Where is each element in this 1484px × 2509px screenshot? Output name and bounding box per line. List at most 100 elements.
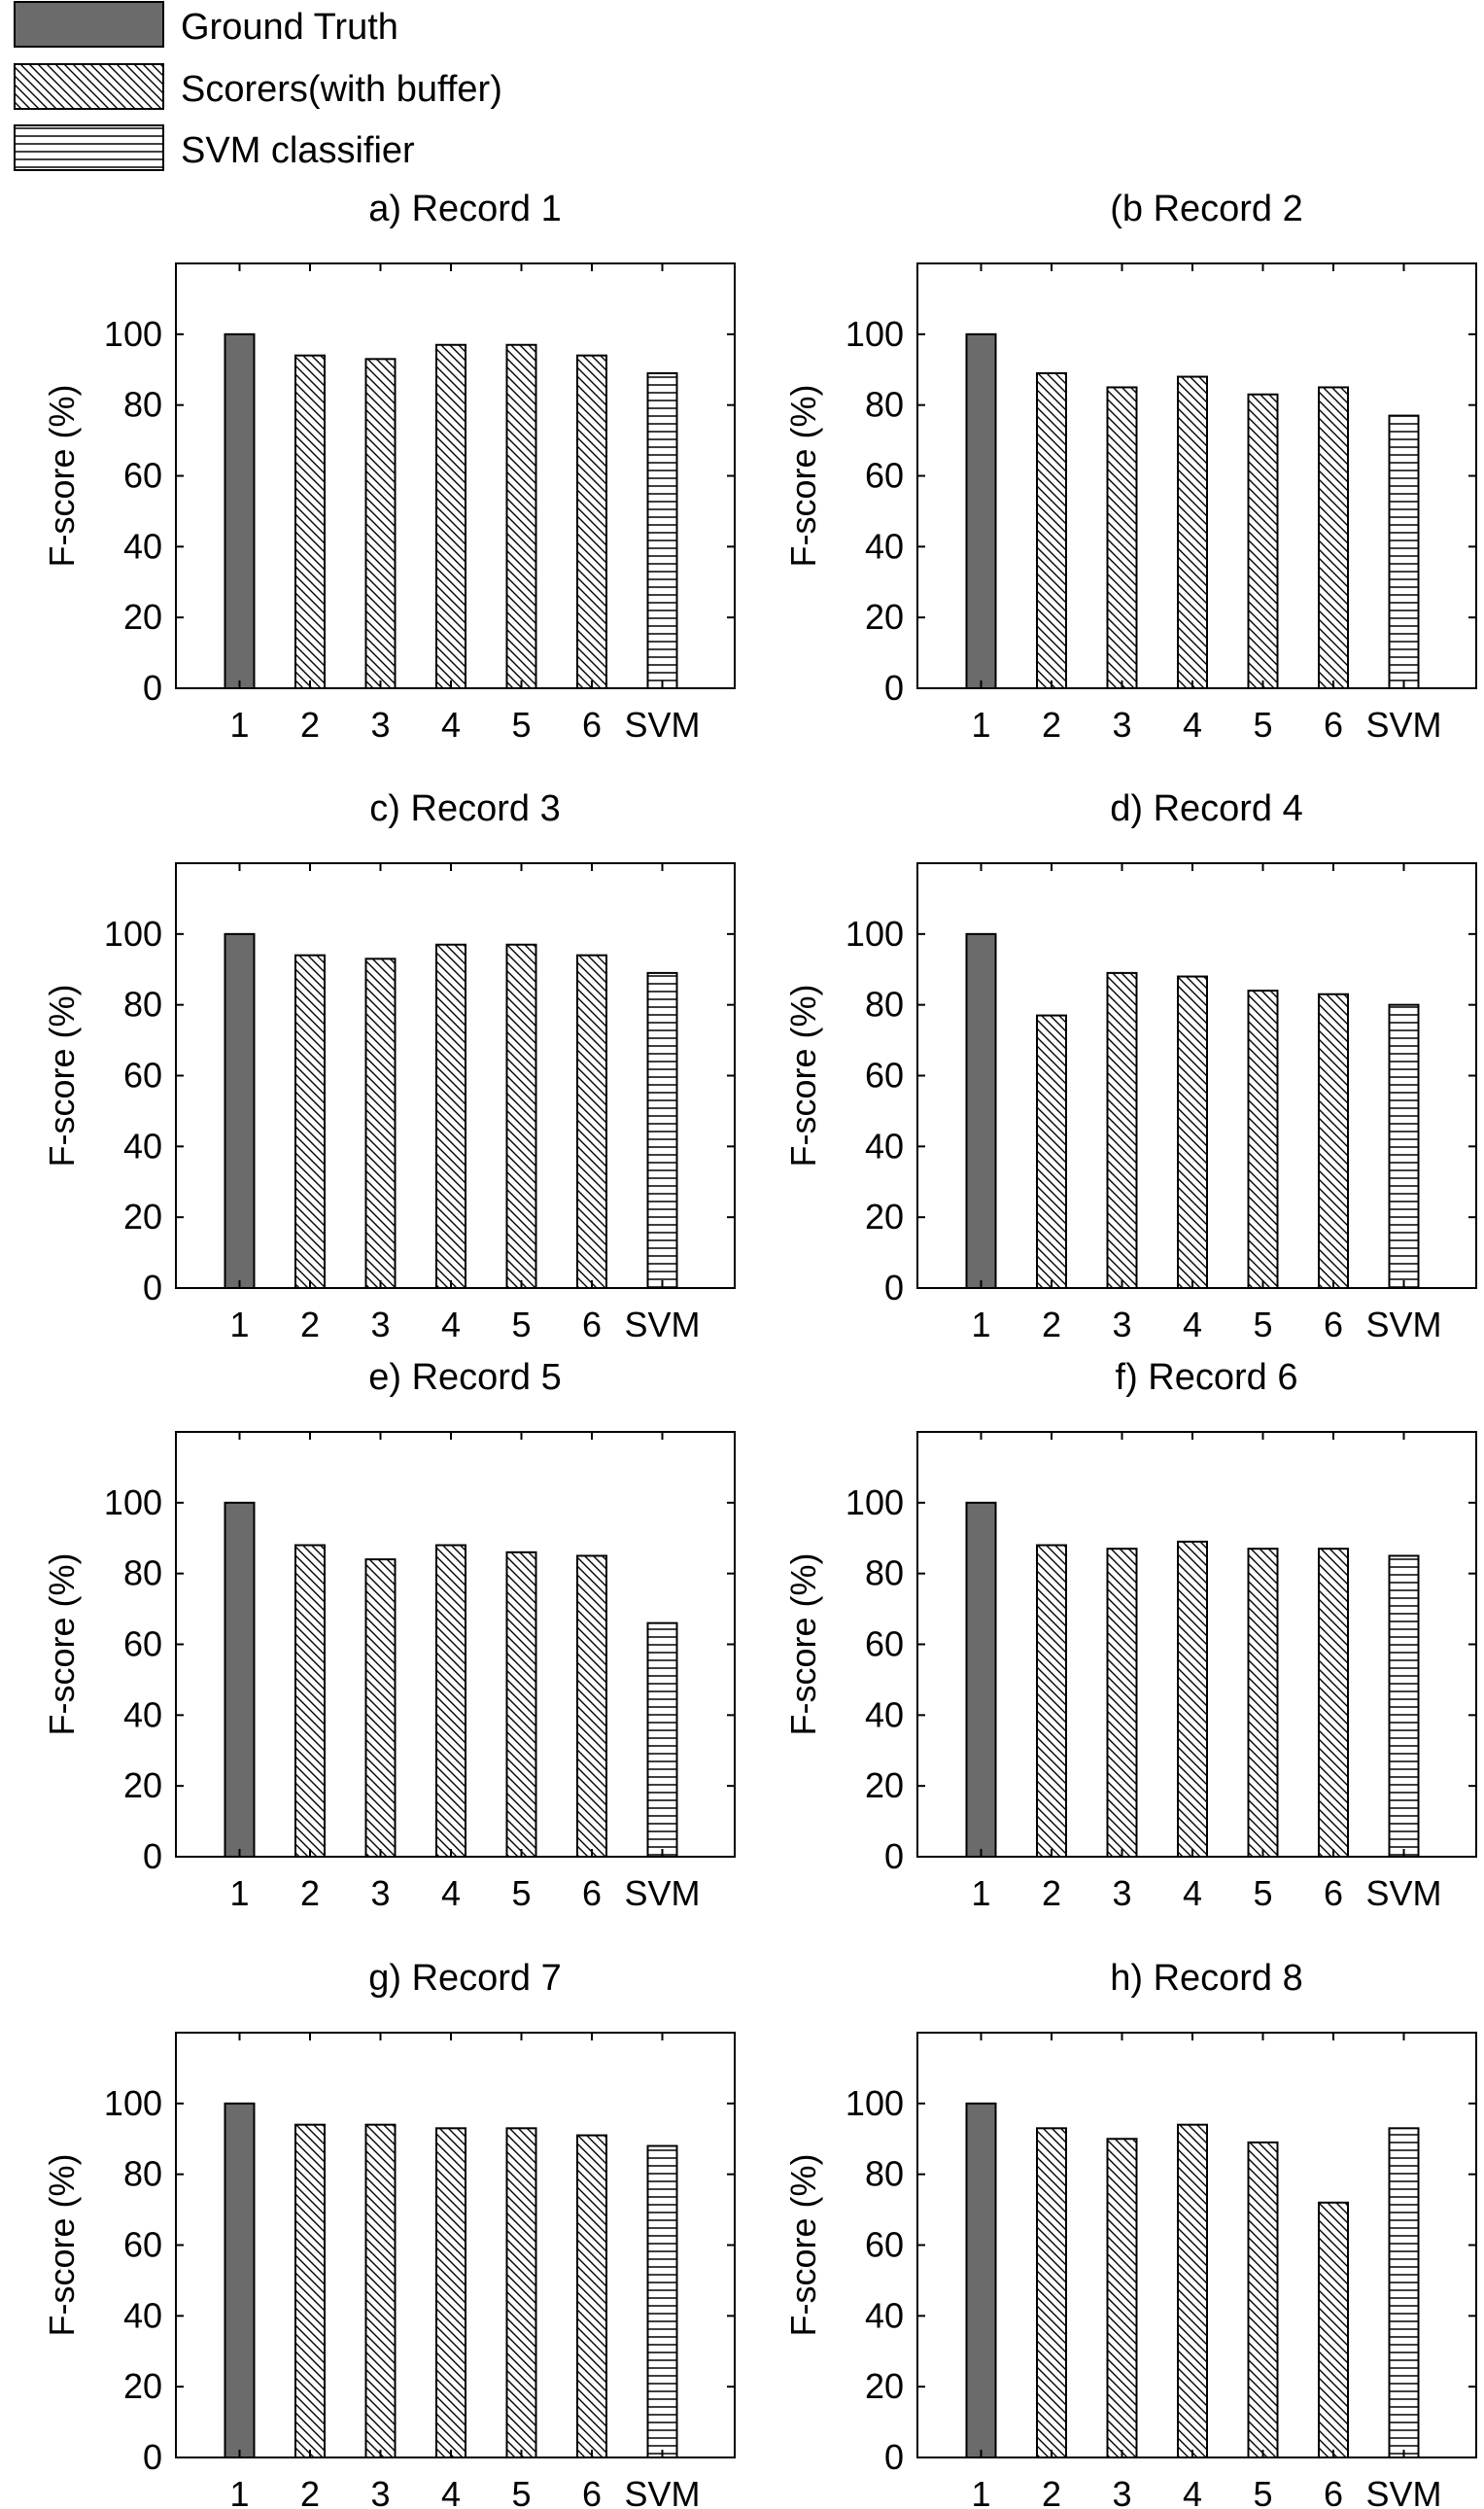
y-axis-label: F-score (%) bbox=[783, 2154, 823, 2337]
bar-5 bbox=[505, 1551, 537, 1858]
x-tick-label: 3 bbox=[370, 1873, 390, 1913]
bar-5 bbox=[1247, 2141, 1279, 2458]
y-tick-label: 80 bbox=[865, 2154, 904, 2194]
x-tick-label: 6 bbox=[1324, 2474, 1343, 2509]
bar-1 bbox=[965, 932, 997, 1289]
bar-2 bbox=[1036, 1014, 1067, 1289]
bar-5 bbox=[505, 343, 537, 689]
x-tick-label: 2 bbox=[300, 1305, 320, 1344]
y-tick-label: 80 bbox=[123, 985, 162, 1025]
y-tick-label: 0 bbox=[884, 1268, 904, 1307]
bar-svm bbox=[646, 371, 678, 689]
y-tick-label: 100 bbox=[846, 1482, 904, 1522]
x-tick-label: 2 bbox=[300, 2474, 320, 2509]
x-tick-label: SVM bbox=[624, 705, 700, 745]
y-tick-label: 20 bbox=[865, 2366, 904, 2406]
x-tick-label: 3 bbox=[1112, 2474, 1131, 2509]
y-axis-label: F-score (%) bbox=[42, 385, 82, 568]
chart-title: d) Record 4 bbox=[1110, 788, 1303, 829]
y-tick-label: 20 bbox=[865, 1765, 904, 1805]
bar-5 bbox=[1247, 990, 1279, 1289]
y-tick-label: 0 bbox=[884, 2437, 904, 2477]
y-tick-label: 60 bbox=[123, 456, 162, 496]
y-tick-label: 100 bbox=[104, 314, 162, 354]
bar-2 bbox=[1036, 2127, 1067, 2458]
chart-panel-8: h) Record 8 F-score (%) 0 20 40 60 80 100 1 2 3 4 5 6… bbox=[783, 1958, 1477, 2509]
legend-label-scorers: Scorers(with buffer) bbox=[181, 69, 502, 110]
x-tick-label: 5 bbox=[511, 1873, 531, 1913]
y-tick-label: 40 bbox=[123, 1694, 162, 1734]
chart-panel-1: a) Record 1 F-score (%) 0 20 40 60 80 100 1 2 3 4 5 6… bbox=[42, 189, 736, 745]
chart-panel-7: g) Record 7 F-score (%) 0 20 40 60 80 100 1 2 3 4 5 6… bbox=[42, 1958, 736, 2509]
bar-4 bbox=[1177, 375, 1208, 689]
y-tick-label: 100 bbox=[104, 2083, 162, 2123]
bar-1 bbox=[965, 2102, 997, 2458]
bar-svm bbox=[1388, 1003, 1420, 1289]
y-tick-label: 80 bbox=[865, 385, 904, 425]
y-tick-label: 40 bbox=[865, 526, 904, 566]
legend-swatch-ground-truth bbox=[14, 1, 164, 48]
y-tick-label: 80 bbox=[123, 2154, 162, 2194]
y-tick-label: 60 bbox=[123, 1624, 162, 1664]
bar-2 bbox=[294, 2123, 326, 2459]
y-tick-label: 0 bbox=[143, 2437, 162, 2477]
bar-4 bbox=[435, 343, 466, 689]
chart-panel-3: c) Record 3 F-score (%) 0 20 40 60 80 100 1 2 3 4 5 6… bbox=[42, 788, 736, 1344]
bar-svm bbox=[1388, 1554, 1420, 1859]
x-tick-label: 5 bbox=[1253, 1305, 1272, 1344]
y-tick-label: 0 bbox=[143, 668, 162, 708]
x-tick-label: 4 bbox=[1183, 1873, 1202, 1913]
y-tick-label: 20 bbox=[865, 1197, 904, 1237]
y-tick-label: 80 bbox=[865, 1553, 904, 1593]
bar-2 bbox=[294, 354, 326, 689]
bar-3 bbox=[364, 1558, 397, 1858]
bar-6 bbox=[1318, 993, 1349, 1289]
x-tick-label: SVM bbox=[624, 1305, 700, 1344]
bar-4 bbox=[435, 943, 466, 1290]
x-tick-label: SVM bbox=[624, 2474, 700, 2509]
x-tick-label: 6 bbox=[1324, 1305, 1343, 1344]
chart-title: a) Record 1 bbox=[368, 189, 562, 229]
y-axis-label: F-score (%) bbox=[783, 1553, 823, 1736]
bar-svm bbox=[1388, 2127, 1420, 2458]
chart-title: e) Record 5 bbox=[368, 1357, 562, 1398]
x-tick-label: 2 bbox=[1042, 1873, 1061, 1913]
chart-title: (b Record 2 bbox=[1110, 189, 1303, 229]
chart-title: c) Record 3 bbox=[369, 788, 560, 829]
x-tick-label: 1 bbox=[229, 1873, 249, 1913]
bar-6 bbox=[1318, 1548, 1349, 1859]
x-tick-label: 6 bbox=[582, 1873, 602, 1913]
x-tick-label: 4 bbox=[1183, 705, 1202, 745]
x-tick-label: 5 bbox=[1253, 705, 1272, 745]
y-tick-label: 40 bbox=[123, 1126, 162, 1166]
chart-title: g) Record 7 bbox=[368, 1958, 562, 1999]
y-tick-label: 80 bbox=[123, 1553, 162, 1593]
bar-6 bbox=[1318, 2201, 1349, 2459]
y-tick-label: 60 bbox=[865, 1056, 904, 1096]
y-tick-label: 100 bbox=[104, 914, 162, 954]
x-tick-label: 5 bbox=[511, 2474, 531, 2509]
chart-panel-4: d) Record 4 F-score (%) 0 20 40 60 80 100 1 2 3 4 5 6… bbox=[783, 788, 1477, 1344]
x-tick-label: 4 bbox=[1183, 1305, 1202, 1344]
bar-5 bbox=[1247, 393, 1279, 689]
y-axis-label: F-score (%) bbox=[783, 985, 823, 1167]
bar-svm bbox=[646, 1621, 678, 1859]
bar-1 bbox=[224, 332, 256, 689]
bar-1 bbox=[965, 1501, 997, 1859]
x-tick-label: 2 bbox=[1042, 705, 1061, 745]
x-tick-label: 5 bbox=[1253, 2474, 1272, 2509]
x-tick-label: 6 bbox=[582, 705, 602, 745]
y-tick-label: 100 bbox=[846, 914, 904, 954]
x-tick-label: 2 bbox=[300, 1873, 320, 1913]
y-tick-label: 20 bbox=[123, 1197, 162, 1237]
bar-2 bbox=[294, 1544, 326, 1858]
bar-3 bbox=[364, 958, 397, 1289]
x-tick-label: 3 bbox=[1112, 1873, 1131, 1913]
bar-1 bbox=[224, 2102, 256, 2458]
legend-label-ground-truth: Ground Truth bbox=[181, 7, 398, 48]
x-tick-label: 6 bbox=[1324, 705, 1343, 745]
y-tick-label: 60 bbox=[123, 2225, 162, 2265]
x-tick-label: SVM bbox=[1365, 2474, 1441, 2509]
y-tick-label: 40 bbox=[123, 2295, 162, 2335]
